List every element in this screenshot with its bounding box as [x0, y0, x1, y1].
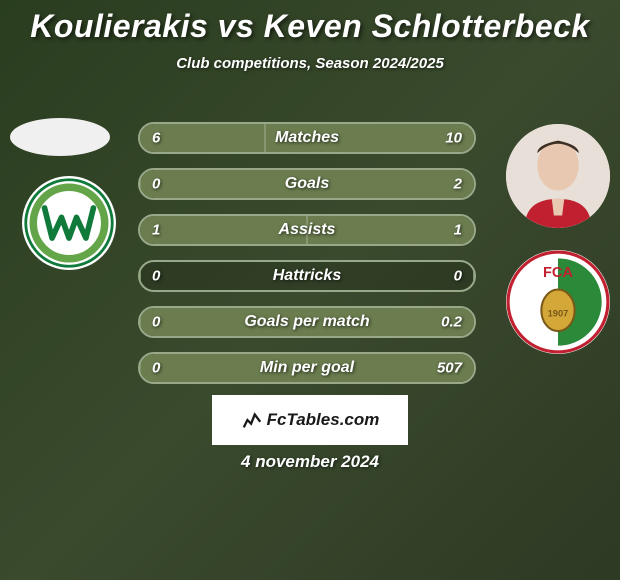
stat-value-right: 0 — [454, 268, 462, 285]
stat-bar-right — [140, 354, 474, 382]
stat-label: Hattricks — [140, 267, 474, 285]
wolfsburg-logo-icon — [22, 176, 116, 270]
stat-bar-left — [140, 262, 141, 290]
stat-bar-right — [140, 170, 474, 198]
stat-value-left: 0 — [152, 176, 160, 193]
stat-bar-right — [140, 308, 474, 336]
player-right-photo — [506, 124, 610, 228]
stat-value-right: 10 — [445, 130, 462, 147]
stat-value-right: 507 — [437, 360, 462, 377]
club-logo-right: FCA 1907 — [506, 250, 610, 354]
stat-value-right: 0.2 — [441, 314, 462, 331]
watermark: FcTables.com — [212, 395, 408, 445]
stat-bar-right — [307, 216, 474, 244]
club-logo-left — [22, 176, 116, 270]
stat-row: 0507Min per goal — [138, 352, 476, 384]
watermark-text: FcTables.com — [267, 410, 380, 430]
fctables-logo-icon — [241, 409, 263, 431]
comparison-title: Koulierakis vs Keven Schlotterbeck — [0, 0, 620, 45]
stat-value-right: 2 — [454, 176, 462, 193]
stat-value-left: 1 — [152, 222, 160, 239]
stats-container: 610Matches02Goals11Assists00Hattricks00.… — [138, 122, 476, 398]
stat-row: 11Assists — [138, 214, 476, 246]
stat-value-left: 0 — [152, 268, 160, 285]
comparison-subtitle: Club competitions, Season 2024/2025 — [0, 55, 620, 72]
stat-value-right: 1 — [454, 222, 462, 239]
stat-bar-right — [473, 262, 474, 290]
stat-value-left: 0 — [152, 314, 160, 331]
stat-value-left: 0 — [152, 360, 160, 377]
date-text: 4 november 2024 — [0, 452, 620, 472]
stat-row: 610Matches — [138, 122, 476, 154]
stat-row: 00.2Goals per match — [138, 306, 476, 338]
augsburg-logo-icon: FCA 1907 — [506, 250, 610, 354]
stat-row: 0 0Hattricks — [138, 260, 476, 292]
stat-value-left: 6 — [152, 130, 160, 147]
stat-bar-right — [265, 124, 474, 152]
svg-text:1907: 1907 — [548, 309, 569, 319]
svg-text:FCA: FCA — [543, 265, 573, 281]
player-left-photo — [10, 118, 110, 156]
stat-row: 02Goals — [138, 168, 476, 200]
stat-bar-left — [140, 216, 307, 244]
